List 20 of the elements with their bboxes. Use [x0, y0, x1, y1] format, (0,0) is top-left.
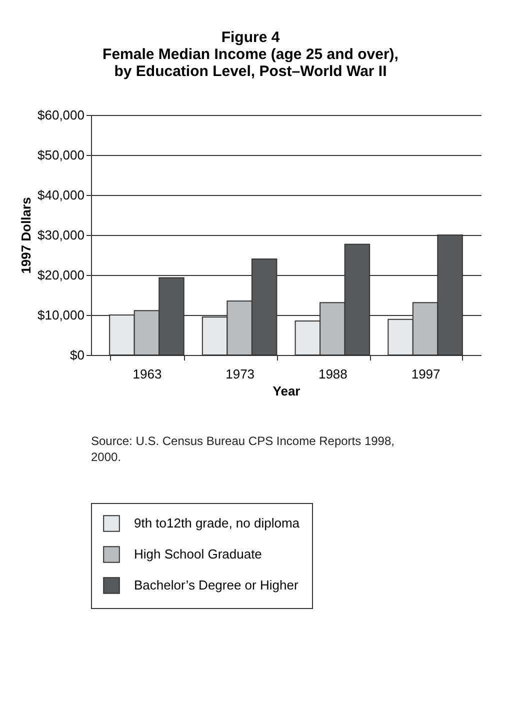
y-tick-label: $10,000	[38, 308, 84, 322]
x-tick-label: 1997	[411, 366, 440, 382]
x-axis-title: Year	[272, 384, 300, 398]
y-tick-label: $60,000	[38, 108, 84, 122]
source-note: Source: U.S. Census Bureau CPS Income Reports 1998, 2000.	[91, 434, 394, 464]
y-tick-label: $0	[70, 348, 84, 362]
legend-label: Bachelor’s Degree or Higher	[134, 578, 299, 592]
legend-label: High School Graduate	[134, 546, 262, 562]
text: by Education Level, Post–World War II	[114, 63, 387, 80]
x-tick-label: 1963	[132, 366, 162, 382]
text: Female Median Income (age 25 and over),	[102, 46, 398, 63]
y-axis-title: 1997 Dollars	[18, 197, 34, 274]
x-tick-label: 1988	[318, 366, 348, 382]
y-tick-label: $30,000	[38, 228, 84, 242]
legend-label: 9th to12th grade, no diploma	[134, 516, 300, 530]
y-tick-label: $50,000	[38, 148, 84, 162]
y-tick-label: $20,000	[38, 268, 84, 282]
x-tick-label: 1973	[226, 366, 255, 382]
y-tick-label: $40,000	[38, 188, 84, 202]
text: Figure 4	[221, 29, 280, 46]
